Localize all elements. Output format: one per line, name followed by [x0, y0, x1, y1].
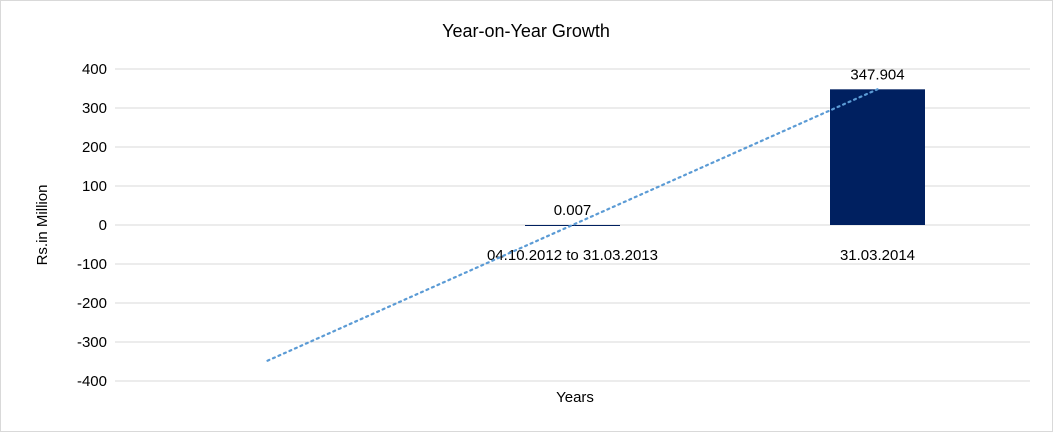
y-tick-label: 400 — [82, 61, 107, 78]
y-tick-label: 100 — [82, 178, 107, 195]
y-axis-label: Rs.in Million — [34, 185, 51, 266]
x-tick-label: 31.03.2014 — [840, 247, 915, 264]
y-tick-label: -300 — [77, 334, 107, 351]
data-label: 347.904 — [850, 66, 904, 83]
data-label: 0.007 — [554, 202, 592, 219]
bar — [525, 224, 620, 226]
x-tick-label: 04.10.2012 to 31.03.2013 — [487, 247, 658, 264]
y-tick-label: 200 — [82, 139, 107, 156]
y-tick-label: 0 — [99, 217, 107, 234]
y-tick-label: -400 — [77, 373, 107, 390]
y-tick-label: -200 — [77, 295, 107, 312]
chart-title: Year-on-Year Growth — [442, 21, 610, 41]
x-axis-label: Years — [556, 389, 594, 406]
y-tick-label: -100 — [77, 256, 107, 273]
y-tick-label: 300 — [82, 100, 107, 117]
bar — [830, 89, 925, 225]
